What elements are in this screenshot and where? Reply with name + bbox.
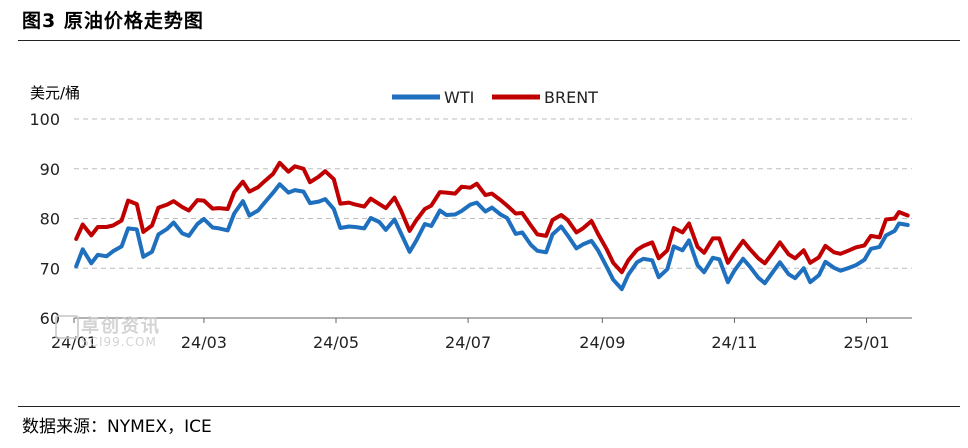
chart-title: 图3 原油价格走势图: [22, 10, 204, 32]
x-tick-label: 24/07: [445, 333, 491, 352]
y-tick-label: 100: [29, 110, 60, 129]
y-axis-label: 美元/桶: [30, 84, 80, 102]
watermark-url: SCI99.COM: [81, 335, 157, 349]
y-tick-label: 90: [40, 160, 60, 179]
watermark: 卓创资讯 SCI99.COM: [55, 312, 161, 349]
series-line-wti: [74, 182, 910, 292]
top-rule: [18, 40, 960, 41]
y-tick-label: 70: [40, 259, 60, 278]
x-tick-labels: 24/01 24/03 24/05 24/07 24/09 24/11 25/01: [51, 318, 890, 352]
x-tick-label: 24/11: [711, 333, 757, 352]
x-tick-label: 24/03: [181, 333, 227, 352]
x-tick-label: 24/09: [579, 333, 625, 352]
series-line-brent: [74, 160, 910, 275]
legend-label-wti: WTI: [444, 88, 474, 107]
legend-label-brent: BRENT: [544, 88, 598, 107]
bottom-rule: [18, 406, 960, 407]
x-tick-label: 24/05: [313, 333, 359, 352]
y-tick-label: 60: [40, 309, 60, 328]
x-tick-label: 25/01: [843, 333, 889, 352]
y-tick-label: 80: [40, 210, 60, 229]
data-source: 数据来源：NYMEX，ICE: [22, 417, 212, 437]
grid-lines: [74, 118, 912, 319]
y-tick-labels: 60 70 80 90 100: [29, 110, 60, 328]
watermark-logo-icon: [55, 315, 79, 339]
series-lines: [74, 160, 910, 292]
watermark-text: 卓创资讯: [81, 316, 161, 337]
legend: WTI BRENT: [392, 88, 598, 107]
